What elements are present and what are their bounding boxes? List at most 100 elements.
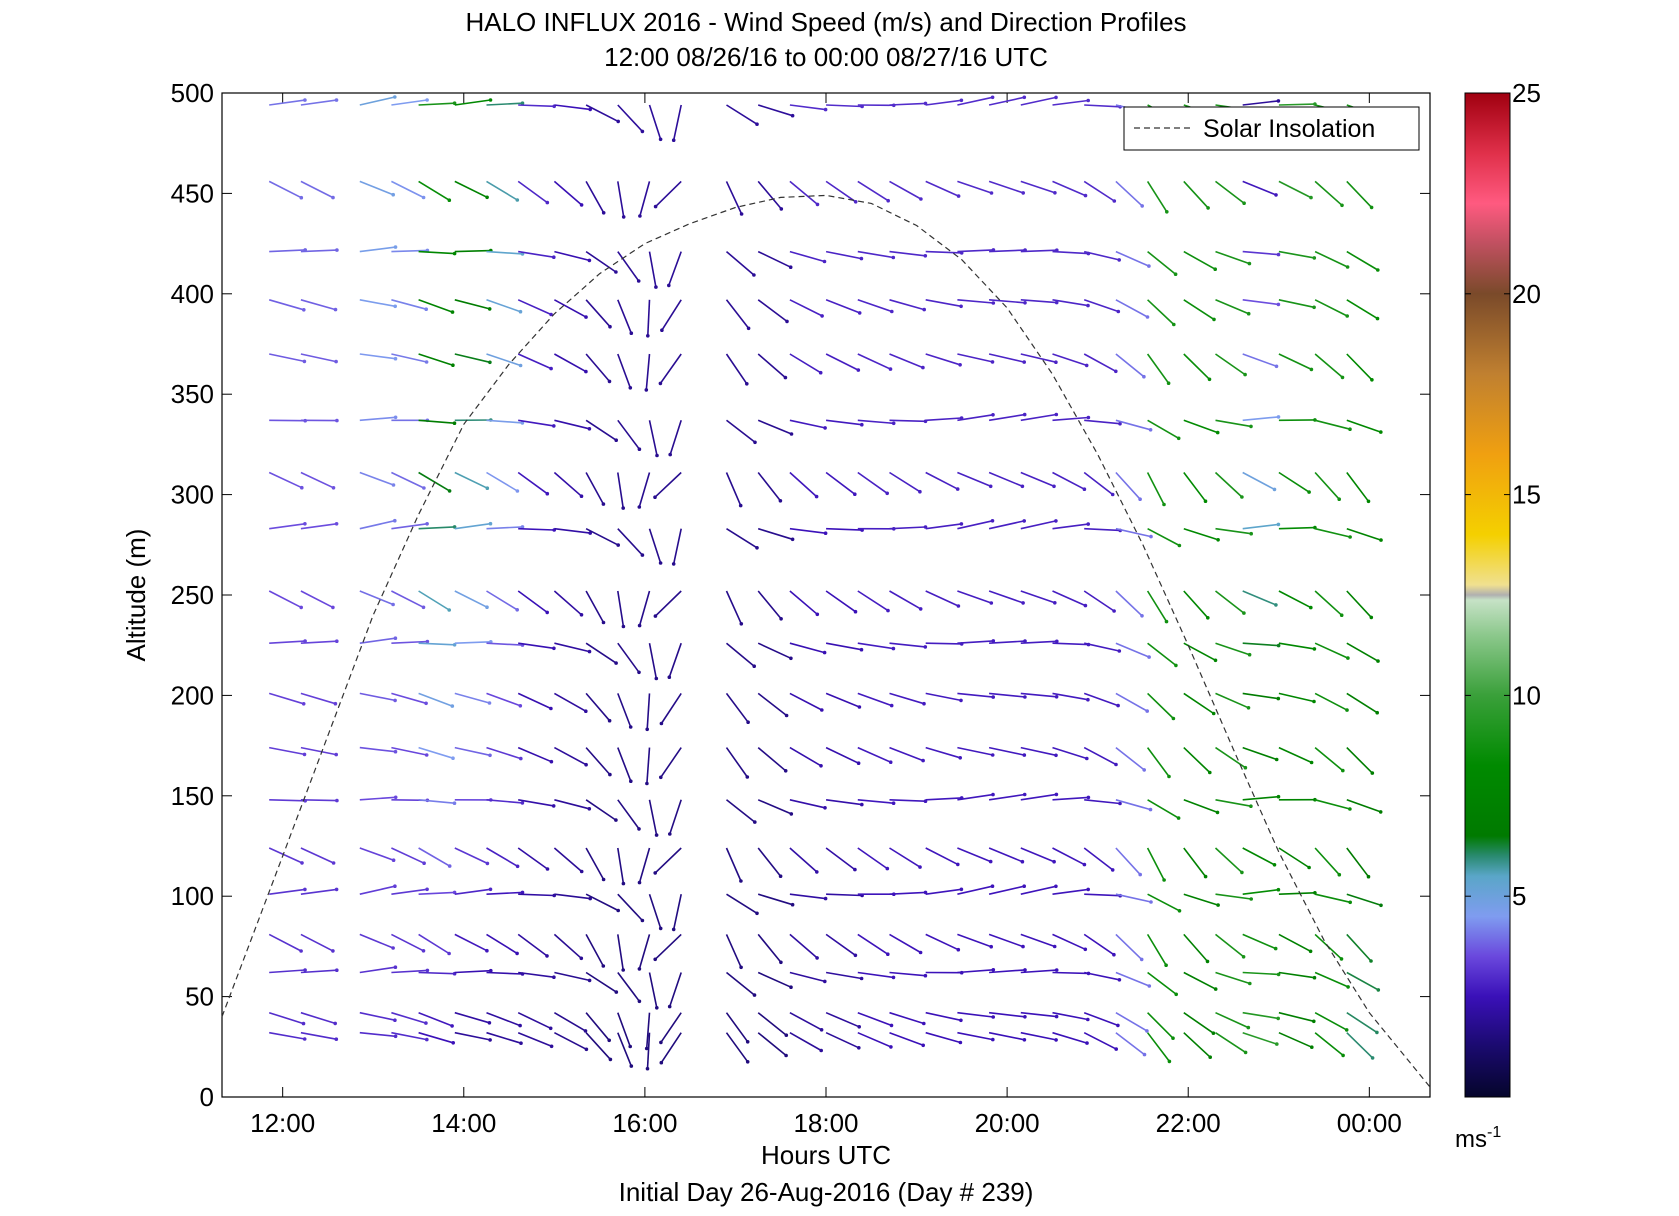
wind-arrow-head bbox=[1376, 268, 1380, 272]
wind-arrow bbox=[1052, 180, 1086, 197]
wind-arrow bbox=[1278, 590, 1312, 609]
wind-arrow bbox=[486, 180, 518, 201]
wind-arrow-head bbox=[1176, 816, 1181, 820]
wind-arrow-head bbox=[331, 486, 336, 490]
wind-arrow bbox=[726, 799, 756, 823]
wind-arrow bbox=[1020, 692, 1057, 698]
wind-arrow-head bbox=[889, 703, 894, 708]
wind-arrow-head bbox=[1149, 900, 1153, 904]
wind-arrow-head bbox=[1276, 252, 1281, 257]
wind-arrow-head bbox=[393, 749, 398, 754]
wind-arrow bbox=[300, 799, 337, 802]
wind-arrow bbox=[757, 1012, 787, 1036]
wind-arrow-head bbox=[853, 609, 858, 614]
wind-arrow bbox=[418, 102, 455, 106]
wind-arrow bbox=[726, 104, 758, 125]
wind-arrow-head bbox=[1246, 1025, 1251, 1030]
wind-arrow-head bbox=[739, 212, 744, 216]
wind-arrow bbox=[825, 180, 857, 203]
wind-arrow bbox=[726, 419, 756, 443]
wind-arrow-head bbox=[1247, 652, 1252, 657]
wind-arrow bbox=[391, 299, 427, 310]
wind-arrow bbox=[925, 590, 959, 607]
wind-arrow-head bbox=[653, 204, 658, 209]
wind-arrow bbox=[757, 419, 792, 435]
wind-arrow bbox=[617, 419, 641, 450]
wind-arrow bbox=[825, 933, 856, 956]
wind-arrow bbox=[418, 642, 455, 646]
wind-arrow-head bbox=[425, 522, 429, 526]
wind-arrow-head bbox=[853, 200, 858, 204]
x-axis-label: Hours UTC bbox=[761, 1140, 891, 1170]
wind-arrow bbox=[925, 353, 961, 366]
wind-arrow bbox=[988, 746, 1025, 756]
wind-arrow-head bbox=[302, 1037, 307, 1041]
wind-arrow-head bbox=[1375, 316, 1380, 321]
wind-arrow-head bbox=[990, 884, 995, 888]
wind-arrow-head bbox=[822, 259, 827, 264]
wind-arrow-head bbox=[1309, 760, 1314, 765]
wind-arrow-head bbox=[778, 499, 783, 503]
wind-arrow-head bbox=[956, 604, 961, 608]
wind-arrow bbox=[554, 746, 587, 766]
wind-arrow bbox=[1020, 640, 1057, 644]
y-axis-label: Altitude (m) bbox=[121, 529, 151, 662]
wind-arrow-head bbox=[1346, 985, 1350, 989]
wind-arrow bbox=[359, 246, 396, 253]
x-tick-label: 18:00 bbox=[793, 1108, 858, 1138]
wind-arrow-head bbox=[988, 859, 993, 864]
wind-arrow bbox=[1183, 590, 1209, 619]
wind-arrow-head bbox=[1082, 862, 1087, 867]
wind-arrow-head bbox=[918, 865, 922, 869]
wind-arrow bbox=[300, 353, 337, 363]
x-tick-label: 14:00 bbox=[431, 1108, 496, 1138]
wind-arrow-head bbox=[335, 639, 339, 643]
wind-arrow bbox=[1083, 299, 1119, 313]
wind-arrow bbox=[391, 99, 428, 106]
wind-arrow bbox=[585, 250, 617, 273]
wind-arrow bbox=[988, 933, 1024, 948]
wind-arrow bbox=[454, 888, 491, 895]
wind-arrow bbox=[300, 847, 334, 864]
wind-arrow bbox=[1084, 642, 1120, 652]
wind-arrow bbox=[725, 692, 749, 723]
wind-arrow bbox=[1052, 99, 1089, 106]
wind-arrow bbox=[1278, 892, 1315, 895]
wind-arrow bbox=[553, 180, 583, 206]
wind-arrow-head bbox=[1248, 981, 1252, 986]
wind-arrow bbox=[725, 747, 748, 778]
wind-arrow bbox=[554, 1031, 587, 1051]
colorbar-ticks: 5 10 15 20 25 bbox=[1465, 78, 1541, 911]
wind-arrow-head bbox=[1274, 364, 1279, 369]
wind-arrow-head bbox=[1379, 430, 1383, 434]
wind-arrow-head bbox=[1118, 801, 1122, 806]
wind-arrow-head bbox=[391, 858, 396, 862]
wind-arrow bbox=[1346, 642, 1379, 662]
wind-arrow bbox=[486, 250, 523, 255]
wind-arrow-head bbox=[487, 307, 492, 311]
wind-arrow bbox=[1242, 1011, 1279, 1020]
y-tick-label: 150 bbox=[171, 781, 214, 811]
wind-arrow bbox=[486, 847, 519, 867]
wind-arrow bbox=[418, 250, 455, 255]
wind-arrow bbox=[1183, 419, 1218, 434]
wind-arrow bbox=[517, 746, 552, 763]
wind-arrow bbox=[486, 746, 522, 760]
wind-arrow-head bbox=[1346, 656, 1350, 660]
wind-arrow bbox=[1052, 416, 1089, 422]
wind-arrow-head bbox=[923, 254, 928, 258]
wind-arrow-head bbox=[778, 874, 783, 878]
wind-arrow bbox=[789, 180, 819, 206]
wind-arrow-head bbox=[645, 781, 649, 786]
wind-arrow-head bbox=[302, 308, 306, 312]
wind-arrow-head bbox=[1376, 988, 1381, 992]
wind-arrow-head bbox=[1205, 959, 1210, 964]
wind-arrow-head bbox=[1083, 193, 1088, 198]
wind-arrow bbox=[889, 250, 926, 257]
wind-arrow bbox=[889, 692, 925, 705]
wind-arrow-head bbox=[788, 265, 793, 270]
wind-arrow bbox=[585, 1012, 610, 1041]
wind-arrow-head bbox=[552, 646, 556, 651]
wind-arrow-head bbox=[424, 753, 429, 757]
wind-arrow-head bbox=[1022, 792, 1027, 797]
